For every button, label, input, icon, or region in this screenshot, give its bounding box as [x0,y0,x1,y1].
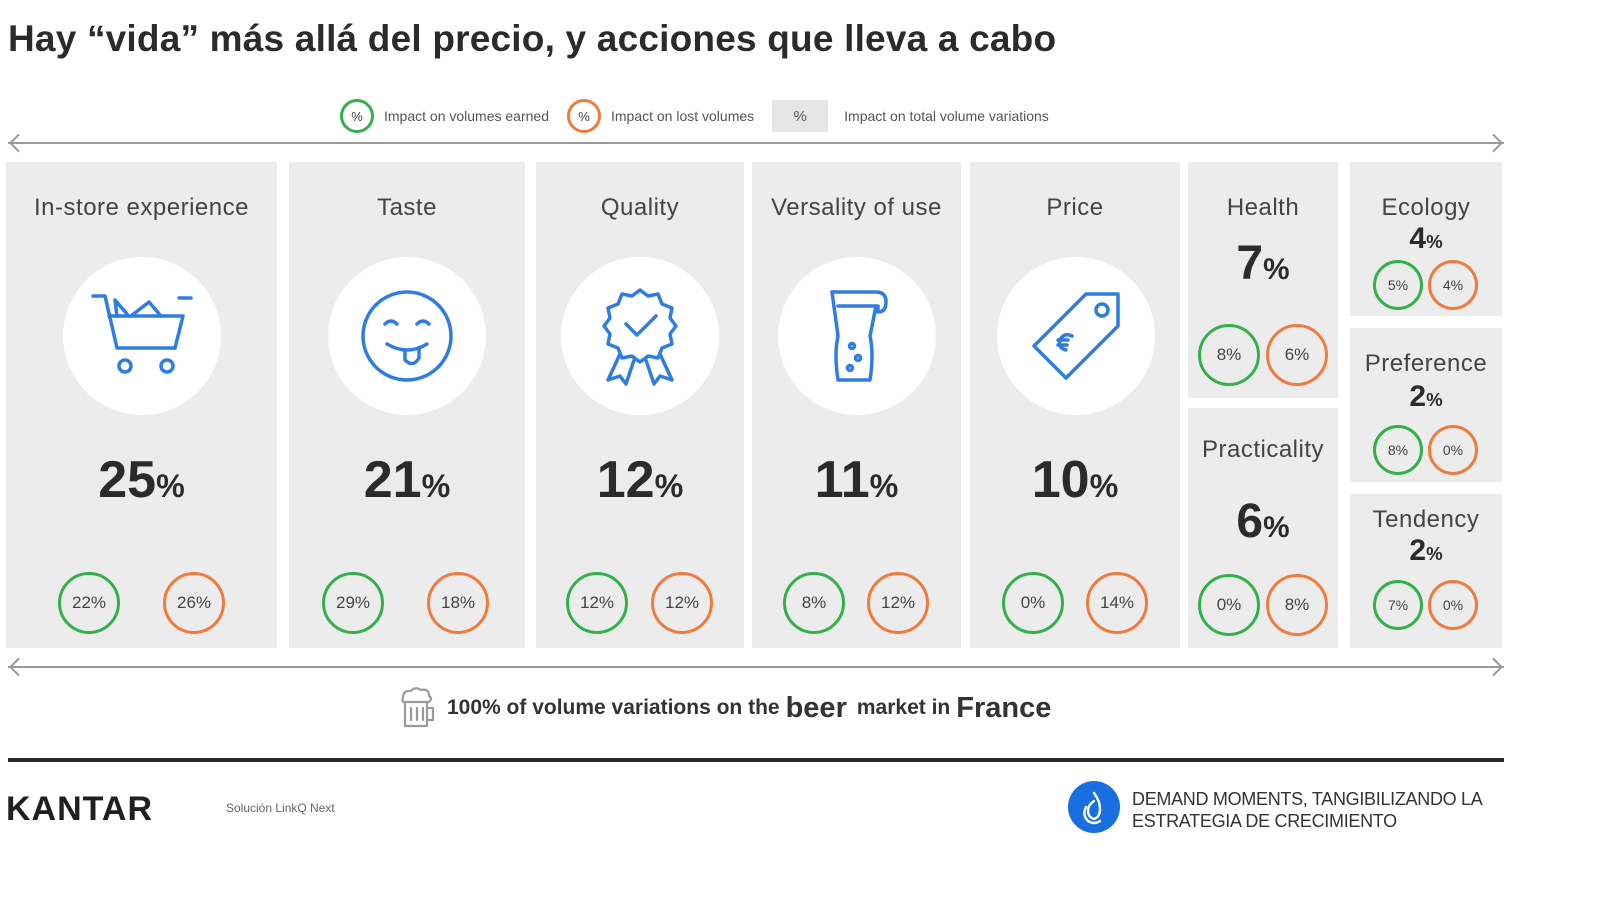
lost-circle: 4% [1428,260,1478,310]
tagline-line-2: ESTRATEGIA DE CRECIMIENTO [1132,811,1397,831]
lost-circle: 12% [651,572,713,634]
panel-taste: Taste 21% 29% 18% [289,162,525,648]
demand-moments-tagline: DEMAND MOMENTS, TANGIBILIZANDO LA ESTRAT… [1132,788,1483,832]
tongue-face-icon [328,257,486,415]
total-value: 2% [1409,534,1443,567]
panel-title: Taste [377,194,437,221]
tagline-line-1: DEMAND MOMENTS, TANGIBILIZANDO LA [1132,789,1483,809]
lost-circle: 18% [427,572,489,634]
award-badge-icon [561,257,719,415]
earned-circle: 5% [1373,260,1423,310]
lost-circle: 0% [1428,425,1478,475]
earned-circle: 8% [783,572,845,634]
earned-circle: 29% [322,572,384,634]
lost-circle: 26% [163,572,225,634]
earned-circle: 12% [566,572,628,634]
panel-health: Health 7% 8% 6% [1188,162,1338,398]
earned-circle: 8% [1373,425,1423,475]
panel-tendency: Tendency 2% 7% 0% [1350,494,1502,648]
earned-circle: 7% [1373,580,1423,630]
panel-instore: In-store experience 25% 22% 26% [6,162,277,648]
total-value: 21% [363,451,451,509]
earned-circle: 8% [1198,324,1260,386]
panel-ecology: Ecology 4% 5% 4% [1350,162,1502,316]
top-double-arrow [8,142,1504,144]
summary-text-1: 100% of volume variations on the [447,696,780,719]
panel-title: Health [1226,194,1300,221]
legend-total-label: Impact on total volume variations [844,108,1049,124]
total-value: 6% [1236,495,1290,548]
total-value: 12% [596,451,684,509]
panel-price: Price 10% 0% 14% [970,162,1180,648]
bottom-double-arrow [8,666,1504,668]
panel-title: Price [1046,194,1104,221]
lost-circle: 14% [1086,572,1148,634]
legend-earned-swatch: % [340,99,374,133]
beer-glass-icon [778,257,936,415]
lost-circle: 6% [1266,324,1328,386]
legend-lost-label: Impact on lost volumes [610,108,755,124]
panel-title: Versality of use [771,194,942,221]
page-title: Hay “vida” más allá del precio, y accion… [8,18,1057,59]
summary-text-2: market in [856,696,951,719]
panel-title: In-store experience [34,194,249,221]
shopping-cart-icon [63,257,221,415]
panel-title: Quality [600,194,680,221]
panel-title: Practicality [1201,436,1325,463]
panel-title: Tendency [1372,506,1480,533]
summary-category: beer [785,691,847,724]
legend-total-swatch: % [772,100,829,132]
earned-circle: 0% [1002,572,1064,634]
panel-title: Preference [1364,350,1488,377]
lost-circle: 12% [867,572,929,634]
total-value: 10% [1031,451,1119,509]
summary-country: France [956,691,1052,724]
total-value: 2% [1409,380,1443,413]
earned-circle: 22% [58,572,120,634]
lost-circle: 8% [1266,574,1328,636]
beer-mug-icon [401,687,435,728]
panel-quality: Quality 12% 12% 12% [536,162,744,648]
panel-preference: Preference 2% 8% 0% [1350,328,1502,482]
lost-circle: 0% [1428,580,1478,630]
total-value: 25% [98,451,185,509]
solution-label: Solución LinkQ Next [226,801,335,815]
market-summary: 100% of volume variations on the beer ma… [397,686,1051,730]
demand-moments-logo-icon [1068,781,1120,833]
legend: % Impact on volumes earned % Impact on l… [340,96,1067,136]
price-tag-icon [997,257,1155,415]
total-value: 11% [814,451,899,509]
footer-divider [8,758,1504,762]
earned-circle: 0% [1198,574,1260,636]
legend-earned-label: Impact on volumes earned [384,108,549,124]
legend-lost-swatch: % [566,99,601,133]
panel-practicality: Practicality 6% 0% 8% [1188,408,1338,648]
kantar-logo: KANTAR [6,790,154,828]
panel-title: Ecology [1381,194,1471,221]
total-value: 4% [1409,222,1443,255]
total-value: 7% [1236,237,1290,290]
panel-versality: Versality of use 11% 8% 12% [752,162,961,648]
